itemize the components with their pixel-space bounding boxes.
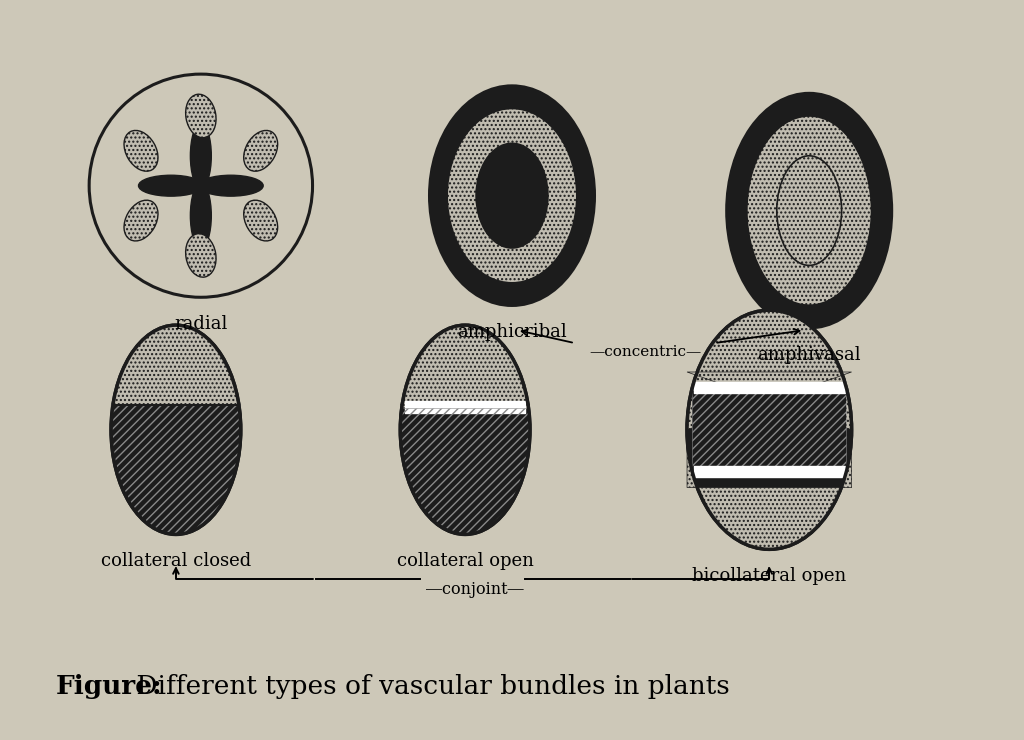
Text: bicollateral open: bicollateral open: [692, 568, 847, 585]
Polygon shape: [400, 408, 530, 534]
Ellipse shape: [430, 86, 594, 305]
Ellipse shape: [190, 184, 211, 248]
Text: collateral open: collateral open: [396, 552, 534, 571]
Ellipse shape: [447, 109, 577, 283]
Ellipse shape: [727, 93, 892, 328]
Text: Different types of vascular bundles in plants: Different types of vascular bundles in p…: [128, 674, 730, 699]
Polygon shape: [400, 325, 530, 430]
Ellipse shape: [400, 325, 530, 534]
Polygon shape: [687, 430, 852, 549]
Ellipse shape: [111, 325, 241, 534]
Ellipse shape: [746, 116, 871, 305]
Ellipse shape: [476, 144, 548, 248]
Ellipse shape: [199, 175, 263, 196]
Ellipse shape: [185, 94, 216, 138]
Ellipse shape: [124, 200, 158, 241]
Text: —concentric—: —concentric—: [590, 345, 701, 359]
Ellipse shape: [244, 200, 278, 241]
Ellipse shape: [138, 175, 204, 196]
Text: ―conjoint―: ―conjoint―: [426, 581, 524, 598]
Ellipse shape: [244, 130, 278, 171]
Ellipse shape: [687, 310, 852, 549]
Ellipse shape: [185, 234, 216, 278]
Polygon shape: [692, 388, 847, 471]
Text: amphivasal: amphivasal: [758, 346, 861, 363]
Polygon shape: [111, 325, 241, 430]
Polygon shape: [687, 310, 852, 430]
Ellipse shape: [124, 130, 158, 171]
Text: collateral closed: collateral closed: [100, 552, 251, 571]
Ellipse shape: [89, 74, 312, 297]
Text: amphicribal: amphicribal: [457, 323, 567, 341]
Ellipse shape: [777, 156, 842, 266]
Ellipse shape: [190, 124, 211, 188]
Polygon shape: [111, 405, 241, 534]
Text: Figure:: Figure:: [56, 674, 163, 699]
Text: radial: radial: [174, 315, 227, 333]
